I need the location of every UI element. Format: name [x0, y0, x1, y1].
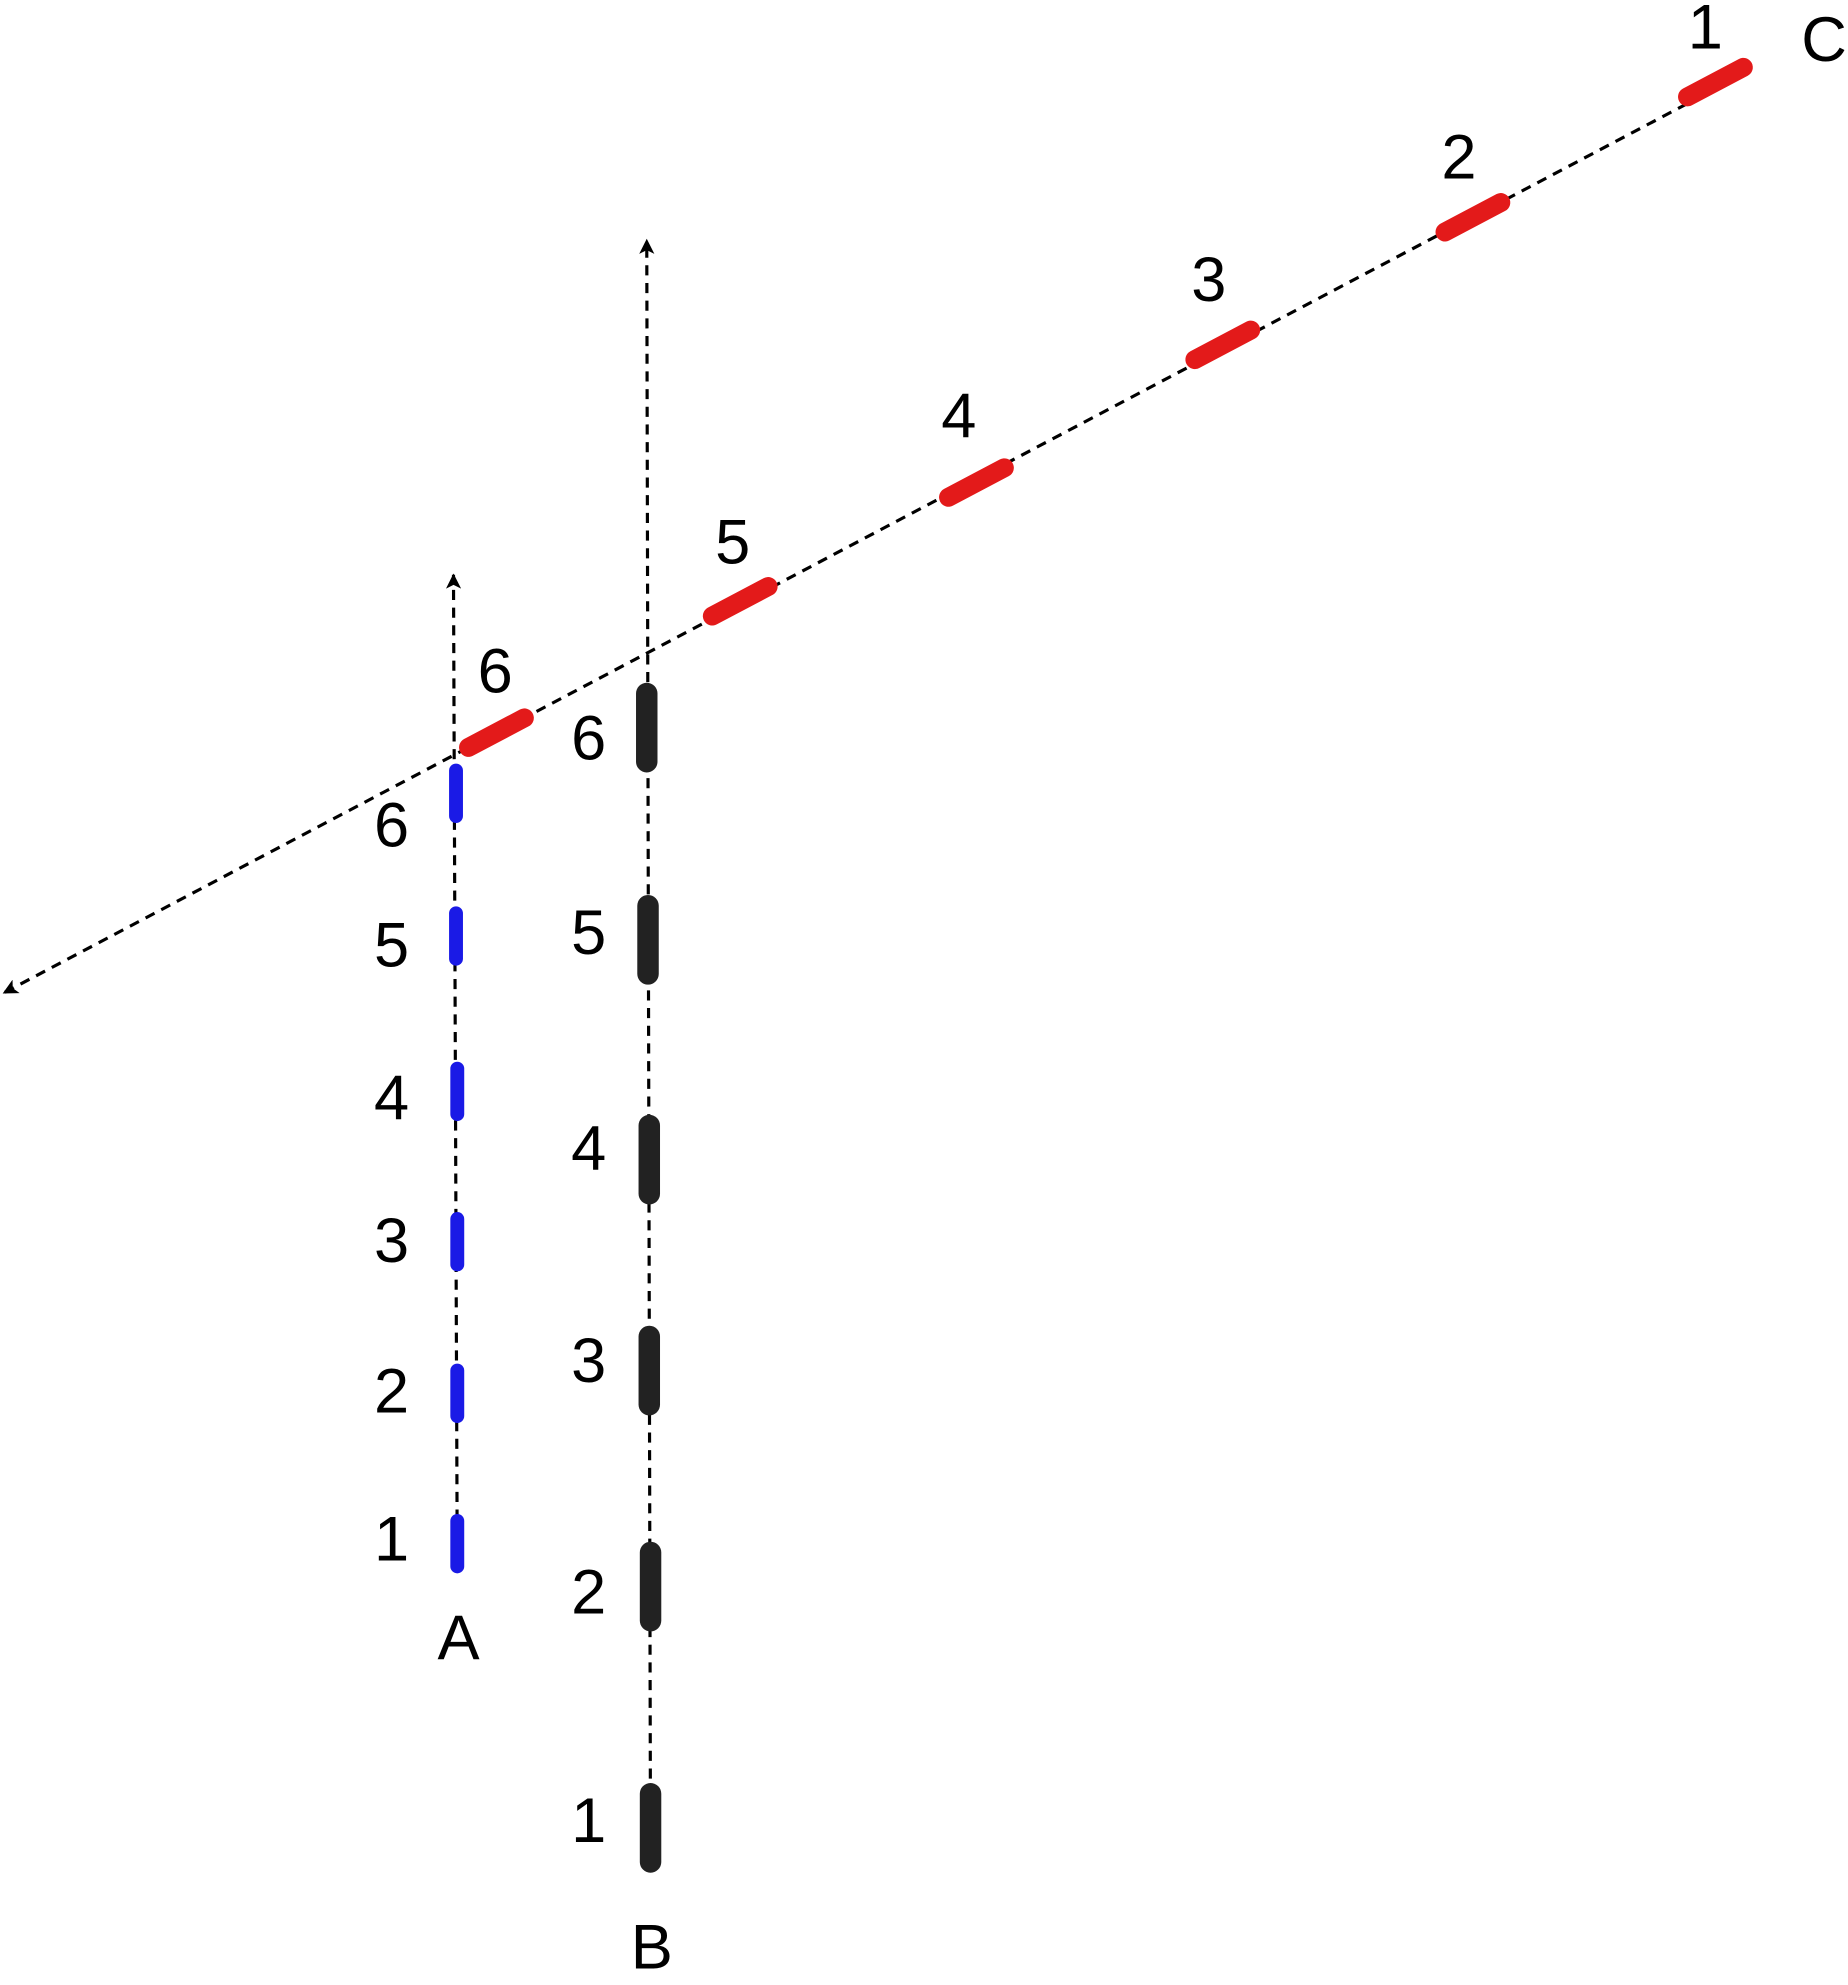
- position-label: 2: [1441, 122, 1476, 192]
- position-label: 4: [374, 1063, 409, 1133]
- position-label: 6: [374, 791, 409, 861]
- position-label: 1: [374, 1504, 409, 1574]
- vessel: [939, 458, 1014, 507]
- position-label: 5: [374, 911, 409, 981]
- position-label: 6: [478, 636, 513, 706]
- vessel: [1678, 57, 1753, 107]
- position-label: 3: [374, 1206, 409, 1276]
- track-name: A: [437, 1603, 479, 1673]
- position-label: 1: [571, 1786, 606, 1856]
- position-label: 1: [1688, 0, 1723, 62]
- position-label: 6: [571, 703, 606, 773]
- track-name: C: [1801, 5, 1847, 75]
- vessel: [1435, 193, 1511, 242]
- position-label: 3: [1191, 245, 1226, 315]
- position-label: 4: [571, 1114, 606, 1184]
- vessel: [1185, 320, 1261, 370]
- position-label: 2: [571, 1557, 606, 1627]
- vessel: [459, 708, 534, 757]
- vessel: [702, 577, 778, 626]
- track-c-line: [2, 69, 1751, 995]
- track-name: B: [631, 1912, 673, 1980]
- position-label: 5: [715, 508, 750, 578]
- position-label: 2: [374, 1357, 409, 1427]
- position-label: 3: [571, 1326, 606, 1396]
- position-label: 4: [941, 381, 976, 451]
- position-label: 5: [571, 898, 606, 968]
